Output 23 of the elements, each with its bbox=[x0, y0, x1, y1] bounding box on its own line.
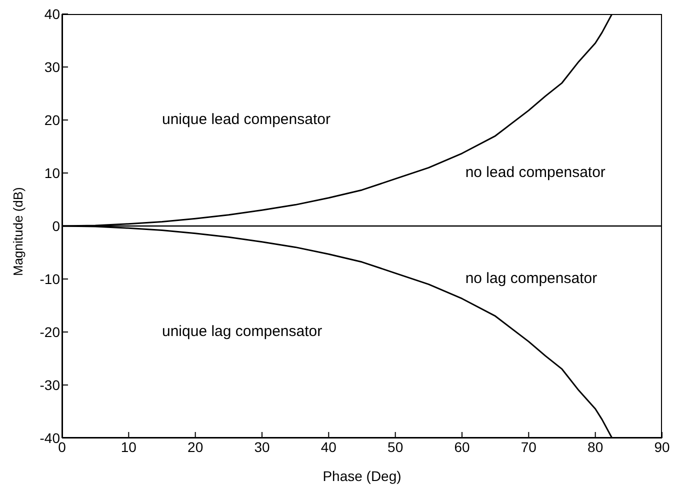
y-tick-label: 40 bbox=[44, 6, 60, 22]
x-axis-title: Phase (Deg) bbox=[322, 468, 402, 484]
x-tick-label: 10 bbox=[120, 438, 137, 455]
y-axis-title: Magnitude (dB) bbox=[10, 187, 26, 276]
x-tick-label: 60 bbox=[454, 438, 470, 455]
x-tick-label: 20 bbox=[188, 438, 204, 455]
x-tick-label: 40 bbox=[320, 438, 337, 455]
y-tick-label: -10 bbox=[40, 270, 60, 287]
y-tick-label: -30 bbox=[40, 376, 60, 393]
annotation: unique lead compensator bbox=[162, 111, 330, 128]
y-tick-label: -20 bbox=[40, 324, 60, 340]
y-tick-label: 20 bbox=[44, 112, 60, 128]
y-tick-label: 30 bbox=[44, 58, 60, 75]
y-tick-label: 10 bbox=[44, 164, 60, 181]
annotation: unique lag compensator bbox=[162, 323, 322, 340]
y-tick-label: 0 bbox=[52, 218, 60, 234]
x-tick-label: 80 bbox=[588, 438, 604, 455]
annotation: no lag compensator bbox=[465, 270, 598, 287]
x-tick-label: 30 bbox=[254, 438, 270, 455]
x-tick-label: 50 bbox=[388, 438, 404, 455]
annotation: no lead compensator bbox=[465, 164, 606, 181]
x-tick-label: 70 bbox=[520, 438, 537, 455]
x-tick-label: 90 bbox=[654, 438, 670, 455]
